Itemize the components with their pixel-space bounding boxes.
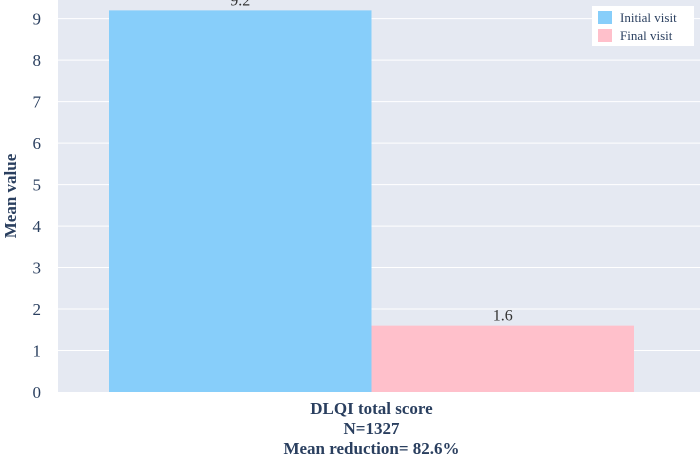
bar-initial-visit [109, 10, 372, 393]
y-tick-label: 5 [33, 176, 42, 195]
legend-swatch [598, 11, 612, 24]
legend-label: Final visit [620, 28, 673, 43]
bar-value-label: 1.6 [493, 308, 513, 325]
y-tick-label: 1 [33, 342, 42, 361]
y-tick-label: 6 [33, 134, 42, 153]
y-tick-label: 0 [33, 383, 42, 402]
bar-value-label: 9.2 [230, 0, 250, 9]
legend-swatch [598, 29, 612, 42]
x-category-label: DLQI total score [310, 399, 433, 418]
y-axis-label: Mean value [1, 153, 20, 238]
bar-final-visit [371, 325, 634, 392]
x-category-sublabel: Mean reduction= 82.6% [283, 439, 459, 458]
y-tick-label: 3 [33, 259, 42, 278]
legend-label: Initial visit [620, 10, 677, 25]
y-tick-label: 8 [33, 51, 42, 70]
y-tick-label: 2 [33, 300, 42, 319]
y-tick-label: 9 [33, 10, 42, 29]
legend: Initial visit Final visit [592, 6, 694, 46]
y-tick-label: 4 [33, 217, 42, 236]
x-category-sublabel: N=1327 [344, 419, 400, 438]
y-tick-label: 7 [33, 93, 42, 112]
